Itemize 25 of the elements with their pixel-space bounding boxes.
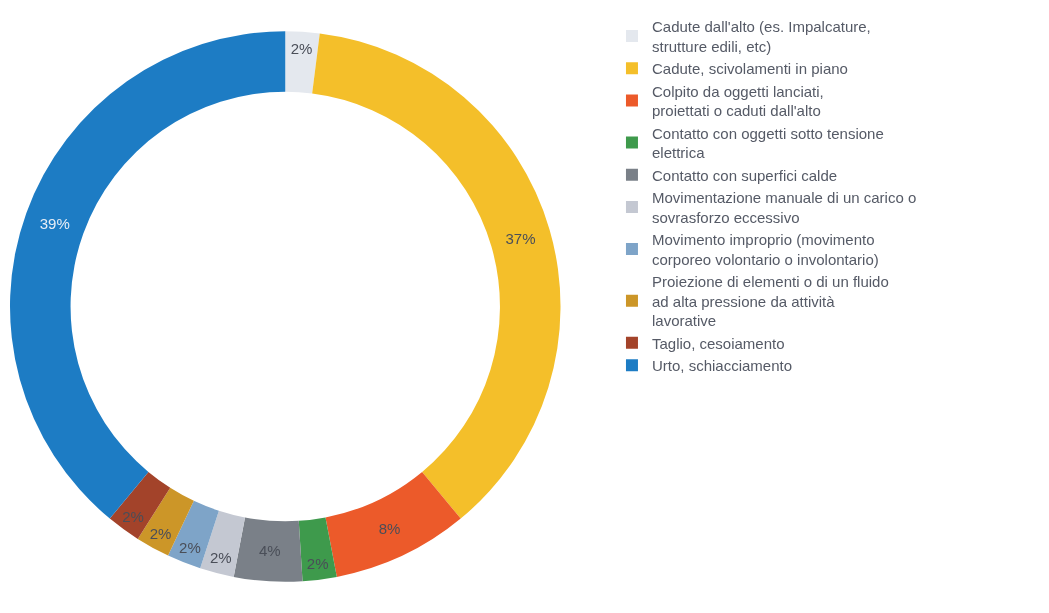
donut-slice xyxy=(285,31,320,94)
legend-label: Cadute, scivolamenti in piano xyxy=(651,60,848,78)
donut-slice xyxy=(298,517,337,582)
data-label: 2% xyxy=(179,538,201,556)
data-label: 2% xyxy=(210,548,232,566)
data-label: 2% xyxy=(122,507,144,525)
data-label: 37% xyxy=(505,229,536,247)
donut-slice xyxy=(200,510,246,577)
legend-label: Contatto con superfici calde xyxy=(651,166,838,184)
data-label: 2% xyxy=(149,524,172,542)
donut-slice xyxy=(109,471,171,539)
data-label: 2% xyxy=(290,39,313,57)
data-label: 39% xyxy=(39,215,70,233)
legend-label: Contatto con oggetti sotto tensione elettrica xyxy=(651,124,884,162)
legend-label: Colpito da oggetti lanciati, proiettati o caduti dall'alto xyxy=(651,82,824,120)
legend-label: Movimentazione manuale di un carico o sovrasforzo eccessivo xyxy=(651,189,917,226)
donut-slice xyxy=(233,517,303,582)
donut-slice xyxy=(312,33,561,519)
legend-label: Taglio, cesoiamento xyxy=(651,334,785,352)
legend-label: Cadute dall'alto (es. Impalcature, strutture edili, etc) xyxy=(651,18,871,55)
data-label: 2% xyxy=(306,554,329,572)
legend-label: Proiezione di elementi o di un fluido ad alta pressione da attività lavorative xyxy=(651,273,889,330)
legend-label: Urto, schiacciamento xyxy=(651,357,793,375)
data-label: 8% xyxy=(378,519,401,537)
legend-label: Movimento improprio (movimento corporeo volontario o involontario) xyxy=(651,231,879,268)
